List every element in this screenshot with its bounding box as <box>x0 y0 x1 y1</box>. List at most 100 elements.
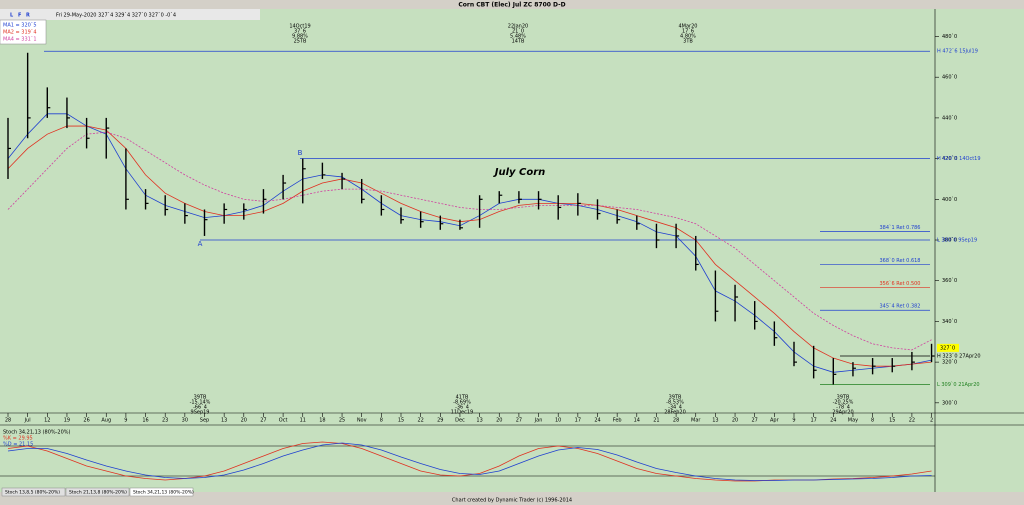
x-tick-label: Mar <box>691 418 701 424</box>
swing-note: 4.80% <box>680 34 696 40</box>
level-label: 384`1 Ret 0.786 <box>879 225 920 231</box>
title-bar <box>0 0 1024 9</box>
x-tick-label: 13 <box>712 418 718 424</box>
y-tick-label: 320`0 <box>942 360 957 366</box>
point-label: A <box>198 240 203 248</box>
y-tick-label: 400`0 <box>942 197 957 203</box>
x-tick-label: 16 <box>142 418 148 424</box>
x-tick-label: 23 <box>162 418 168 424</box>
stoch-line <box>7 441 932 482</box>
x-tick-label: 22 <box>909 418 915 424</box>
x-tick-label: 14 <box>634 418 640 424</box>
swing-note: 22Jan20 <box>508 24 528 30</box>
swing-note: 3TB <box>683 39 693 45</box>
point-label: B <box>298 149 303 157</box>
footer: Chart created by Dynamic Trader (c) 1996… <box>452 498 572 504</box>
stoch-legend: %D = 21.15 <box>3 442 33 448</box>
tab[interactable] <box>1 487 66 497</box>
toolbar-button[interactable]: L <box>10 13 14 19</box>
level-label: L 380`0 9Sep19 <box>937 238 977 244</box>
x-tick-label: 25 <box>339 418 345 424</box>
x-tick-label: Oct <box>279 418 288 424</box>
swing-note: 11Dec19 <box>451 410 473 416</box>
chart-title: Corn CBT (Elec) Jul ZC 8700 D-D <box>458 2 565 9</box>
swing-note: 4Mar20 <box>679 24 698 30</box>
legend-entry: MA1 = 320`5 <box>3 23 37 29</box>
x-tick-label: 27 <box>752 418 758 424</box>
level-label: 345`4 Ret 0.382 <box>879 304 920 310</box>
x-tick-label: Jul <box>24 418 31 424</box>
swing-note: 28Feb20 <box>664 410 686 416</box>
x-tick-label: 8 <box>380 418 383 424</box>
swing-note: 21`0 <box>512 29 524 35</box>
swing-note: 14Oct19 <box>289 24 310 30</box>
tab-label[interactable]: Stoch 21,13,8 (80%-20%) <box>69 490 127 496</box>
status-bar <box>0 492 1024 505</box>
y-tick-label: 300`0 <box>942 400 957 406</box>
x-tick-label: May <box>848 418 858 424</box>
toolbar-text: Fri 29-May-2020 327`4 329`4 327`0 327`0 … <box>56 13 176 19</box>
stoch-line <box>7 442 932 481</box>
tab[interactable] <box>65 487 130 497</box>
swing-note: 39TB <box>837 395 850 401</box>
x-tick-label: 15 <box>889 418 895 424</box>
x-tick-label: Feb <box>613 418 622 424</box>
ma-line <box>7 125 932 367</box>
tab-label[interactable]: Stoch 13,8,5 (80%-20%) <box>5 490 60 496</box>
swing-note: 5.48% <box>510 34 526 40</box>
y-tick-label: 420`0 <box>942 156 957 162</box>
stoch-title: Stoch 34,21,13 (80%-20%) <box>3 430 71 436</box>
x-tick-label: 21 <box>653 418 659 424</box>
x-tick-label: 13 <box>476 418 482 424</box>
swing-note: -8.69% <box>453 400 471 406</box>
x-tick-label: 8 <box>871 418 874 424</box>
x-tick-label: 22 <box>417 418 423 424</box>
x-tick-label: 29 <box>437 418 443 424</box>
x-tick-label: 13 <box>221 418 227 424</box>
x-tick-label: 12 <box>44 418 50 424</box>
ma-line <box>7 131 932 351</box>
swing-note: -20.25% <box>833 400 854 406</box>
x-tick-label: 17 <box>810 418 816 424</box>
swing-note: -78`4 <box>836 405 850 411</box>
swing-note: -34`4 <box>668 405 682 411</box>
x-tick-label: Dec <box>455 418 465 424</box>
tab-label[interactable]: Stoch 34,21,13 (80%-20%) <box>133 490 194 496</box>
level-label: H 472`6 15Jul19 <box>937 49 978 55</box>
x-tick-label: 26 <box>83 418 89 424</box>
x-tick-label: 24 <box>594 418 600 424</box>
tab[interactable] <box>129 487 194 497</box>
level-label: H 420`0 14Oct19 <box>937 156 981 162</box>
x-tick-label: 28 <box>673 418 679 424</box>
x-tick-label: 15 <box>398 418 404 424</box>
x-tick-label: 18 <box>319 418 325 424</box>
x-tick-label: 20 <box>732 418 738 424</box>
y-tick-label: 380`0 <box>942 238 957 244</box>
annotation: July Corn <box>493 167 546 178</box>
y-tick-label: 360`0 <box>942 278 957 284</box>
swing-note: 17`6 <box>682 29 694 35</box>
x-tick-label: Sep <box>200 418 209 424</box>
swing-note: 29Apr20 <box>832 410 853 416</box>
swing-note: 37`6 <box>294 29 306 35</box>
x-tick-label: 27 <box>260 418 266 424</box>
x-tick-label: 11 <box>300 418 306 424</box>
legend-box <box>0 19 47 45</box>
level-label: H 323`0 27Apr20 <box>937 354 981 360</box>
swing-note: 41TB <box>456 395 469 401</box>
x-tick-label: Aug <box>101 418 111 424</box>
x-tick-label: Apr <box>770 418 780 424</box>
last-price-label: 327`0 <box>940 345 955 351</box>
legend-entry: MA4 = 331`1 <box>3 37 37 43</box>
x-tick-label: 24 <box>830 418 836 424</box>
swing-note: 9.88% <box>292 34 308 40</box>
x-tick-label: 10 <box>555 418 561 424</box>
toolbar-button[interactable]: F <box>18 13 21 19</box>
x-tick-label: Nov <box>357 418 367 424</box>
swing-note: -8.53% <box>666 400 684 406</box>
y-tick-label: 440`0 <box>942 115 957 121</box>
x-tick-label: 30 <box>182 418 188 424</box>
toolbar-button[interactable]: R <box>26 13 30 19</box>
x-tick-label: 20 <box>241 418 247 424</box>
